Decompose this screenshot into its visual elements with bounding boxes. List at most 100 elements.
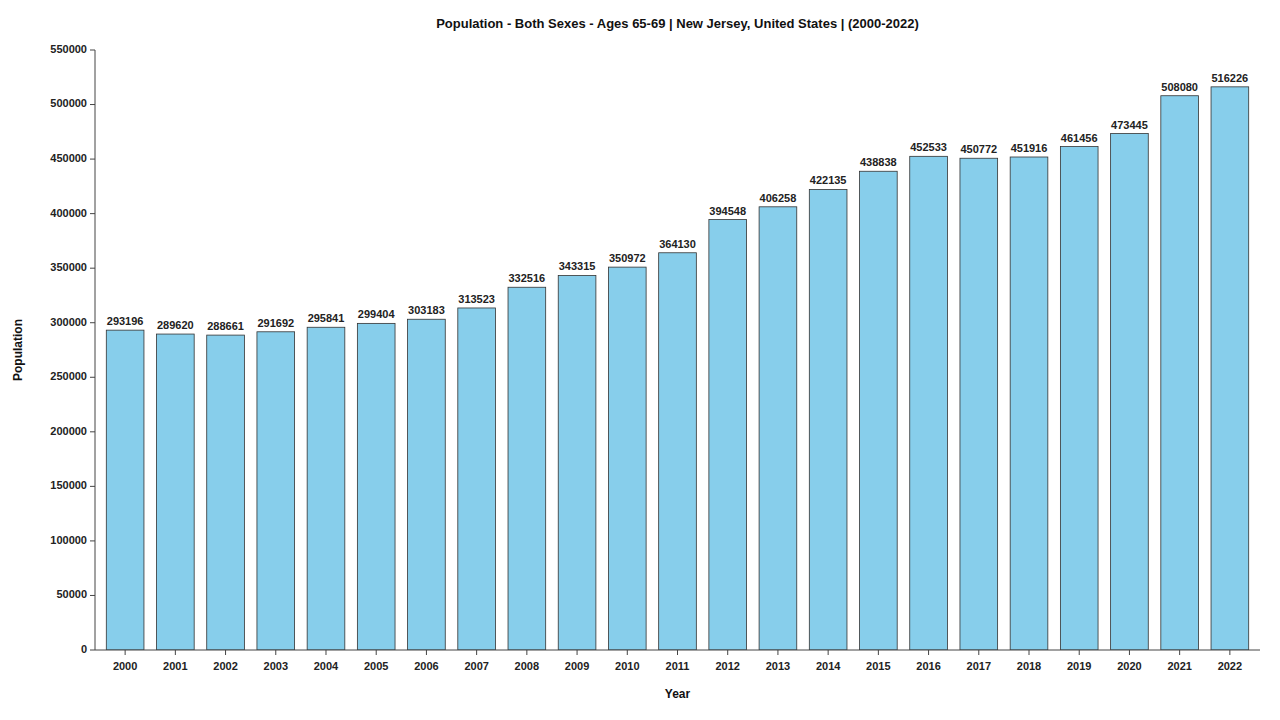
x-tick	[526, 650, 527, 655]
data-label: 508080	[1161, 81, 1198, 93]
data-label: 422135	[810, 174, 847, 186]
x-tick	[777, 650, 778, 655]
data-label: 332516	[508, 272, 545, 284]
data-label: 516226	[1212, 72, 1249, 84]
x-tick-label: 2020	[1117, 660, 1141, 672]
x-tick	[476, 650, 477, 655]
bar	[157, 334, 195, 650]
y-tick-label: 150000	[50, 479, 87, 491]
data-label: 299404	[358, 308, 396, 320]
data-label: 394548	[709, 205, 746, 217]
x-tick	[577, 650, 578, 655]
data-label: 473445	[1111, 119, 1148, 131]
x-tick	[325, 650, 326, 655]
data-label: 406258	[760, 192, 797, 204]
y-tick-label: 50000	[56, 588, 87, 600]
data-label: 450772	[960, 143, 997, 155]
x-tick-label: 2005	[364, 660, 388, 672]
data-labels: 2931962896202886612916922958412994043031…	[107, 72, 1248, 332]
y-tick	[90, 268, 95, 269]
bars	[106, 87, 1248, 650]
x-tick	[376, 650, 377, 655]
data-label: 293196	[107, 315, 144, 327]
bar	[659, 253, 697, 650]
bar	[558, 275, 596, 650]
data-label: 451916	[1011, 142, 1048, 154]
x-tick	[1129, 650, 1130, 655]
x-tick	[677, 650, 678, 655]
x-tick-label: 2018	[1017, 660, 1041, 672]
x-tick-label: 2017	[967, 660, 991, 672]
data-label: 452533	[910, 141, 947, 153]
y-tick-label: 0	[81, 643, 87, 655]
y-axis-label: Population	[11, 319, 25, 381]
x-tick-label: 2015	[866, 660, 890, 672]
x-tick	[426, 650, 427, 655]
x-tick	[225, 650, 226, 655]
x-tick	[1079, 650, 1080, 655]
x-tick-label: 2000	[113, 660, 137, 672]
y-tick	[90, 431, 95, 432]
x-tick-label: 2007	[464, 660, 488, 672]
x-tick-label: 2001	[163, 660, 187, 672]
data-label: 343315	[559, 260, 596, 272]
y-tick	[90, 650, 95, 651]
data-label: 303183	[408, 304, 445, 316]
y-tick-label: 450000	[50, 152, 87, 164]
x-tick-label: 2008	[515, 660, 539, 672]
x-tick-label: 2004	[314, 660, 339, 672]
data-label: 461456	[1061, 132, 1098, 144]
title: Population - Both Sexes - Ages 65-69 | N…	[436, 16, 919, 31]
x-tick	[1179, 650, 1180, 655]
x-tick	[727, 650, 728, 655]
y-tick-label: 500000	[50, 97, 87, 109]
data-label: 295841	[308, 312, 345, 324]
y-tick	[90, 159, 95, 160]
data-label: 291692	[257, 317, 294, 329]
x-tick	[125, 650, 126, 655]
x-tick-label: 2002	[213, 660, 237, 672]
y-tick-label: 250000	[50, 370, 87, 382]
x-tick-label: 2011	[666, 660, 690, 672]
bar	[207, 335, 245, 650]
x-tick	[175, 650, 176, 655]
x-tick-label: 2012	[715, 660, 739, 672]
y-tick	[90, 595, 95, 596]
bar	[508, 287, 546, 650]
bar	[257, 332, 295, 650]
x-tick	[928, 650, 929, 655]
x-tick-label: 2009	[565, 660, 589, 672]
bar	[1010, 157, 1048, 650]
x-axis-label: Year	[665, 687, 691, 701]
x-tick-label: 2019	[1067, 660, 1091, 672]
axes: 0500001000001500002000002500003000003500…	[50, 43, 1260, 672]
data-label: 438838	[860, 156, 897, 168]
bar	[910, 156, 948, 650]
x-tick-label: 2016	[916, 660, 940, 672]
bar	[1211, 87, 1249, 650]
y-tick	[90, 377, 95, 378]
data-label: 313523	[458, 293, 495, 305]
data-label: 364130	[659, 238, 696, 250]
x-tick-label: 2003	[264, 660, 288, 672]
x-tick	[828, 650, 829, 655]
x-tick-label: 2014	[816, 660, 841, 672]
chart-svg: 2931962896202886612916922958412994043031…	[0, 0, 1280, 720]
bar	[307, 327, 345, 650]
chart-container: 2931962896202886612916922958412994043031…	[0, 0, 1280, 720]
x-tick	[627, 650, 628, 655]
bar	[1111, 134, 1149, 650]
y-tick	[90, 540, 95, 541]
bar	[458, 308, 496, 650]
bar	[860, 171, 898, 650]
x-tick	[878, 650, 879, 655]
y-tick	[90, 322, 95, 323]
bar	[709, 220, 747, 650]
x-tick-label: 2021	[1167, 660, 1191, 672]
x-tick	[978, 650, 979, 655]
bar	[1161, 96, 1199, 650]
data-label: 350972	[609, 252, 646, 264]
y-tick	[90, 50, 95, 51]
y-tick-label: 350000	[50, 261, 87, 273]
y-tick-label: 400000	[50, 207, 87, 219]
